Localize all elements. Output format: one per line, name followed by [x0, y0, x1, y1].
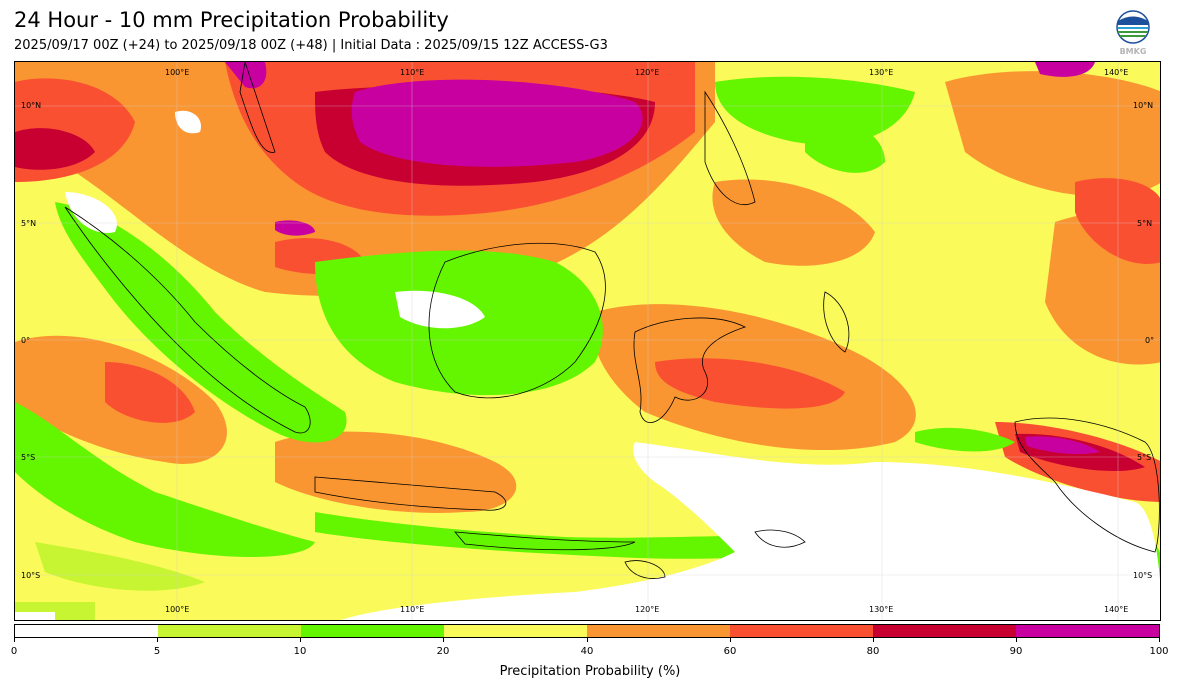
- bmkg-logo-text: BMKG: [1120, 47, 1147, 56]
- colorbar-segment: [444, 625, 587, 637]
- lat-label-left: 10°S: [21, 571, 41, 580]
- colorbar-label: Precipitation Probability (%): [499, 664, 681, 679]
- colorbar-segment: [730, 625, 873, 637]
- colorbar-tick: [14, 638, 15, 642]
- colorbar-segment: [301, 625, 444, 637]
- colorbar-tick: [730, 638, 731, 642]
- lat-label-left: 0°: [21, 336, 31, 345]
- page-title: 24 Hour - 10 mm Precipitation Probabilit…: [14, 8, 449, 32]
- colorbar-tick: [443, 638, 444, 642]
- colorbar-tick: [587, 638, 588, 642]
- colorbar-segment: [587, 625, 730, 637]
- lat-label-right: 5°S: [1137, 453, 1152, 462]
- lat-label-right: 10°S: [1133, 571, 1153, 580]
- lat-label-right: 10°N: [1133, 101, 1154, 110]
- colorbar-tick-label: 60: [723, 646, 737, 657]
- lon-label-top: 100°E: [165, 68, 190, 77]
- lon-label-top: 130°E: [869, 68, 894, 77]
- colorbar-segment: [1016, 625, 1159, 637]
- probability-field: [15, 62, 1160, 620]
- colorbar-tick-label: 10: [293, 646, 307, 657]
- colorbar-segment: [15, 625, 158, 637]
- lon-label-bottom: 140°E: [1104, 605, 1129, 614]
- lon-label-bottom: 110°E: [400, 605, 425, 614]
- forecast-subtitle: 2025/09/17 00Z (+24) to 2025/09/18 00Z (…: [14, 38, 608, 53]
- colorbar-tick: [873, 638, 874, 642]
- lat-label-left: 5°S: [21, 453, 36, 462]
- lat-label-right: 5°N: [1137, 219, 1153, 228]
- lon-label-bottom: 120°E: [635, 605, 660, 614]
- colorbar-tick-label: 90: [1009, 646, 1023, 657]
- lon-label-top: 110°E: [400, 68, 425, 77]
- lat-label-right: 0°: [1145, 336, 1155, 345]
- lon-label-bottom: 100°E: [165, 605, 190, 614]
- colorbar-tick-label: 40: [580, 646, 594, 657]
- colorbar-tick-label: 5: [153, 646, 161, 657]
- colorbar-tick-label: 100: [1149, 646, 1169, 657]
- colorbar-tick-label: 0: [10, 646, 18, 657]
- lon-label-bottom: 130°E: [869, 605, 894, 614]
- bmkg-logo: BMKG: [1114, 10, 1152, 56]
- colorbar-tick-label: 20: [436, 646, 450, 657]
- colorbar-segment: [873, 625, 1016, 637]
- colorbar-tick: [1016, 638, 1017, 642]
- colorbar: [14, 624, 1160, 638]
- colorbar-tick: [157, 638, 158, 642]
- lat-label-left: 5°N: [21, 219, 37, 228]
- colorbar-segment: [158, 625, 301, 637]
- colorbar-tick: [1159, 638, 1160, 642]
- lon-label-top: 140°E: [1104, 68, 1129, 77]
- probability-map: 100°E 110°E 120°E 130°E 140°E 100°E 110°…: [14, 61, 1161, 621]
- lat-label-left: 10°N: [21, 101, 42, 110]
- colorbar-tick-label: 80: [866, 646, 880, 657]
- lon-label-top: 120°E: [635, 68, 660, 77]
- colorbar-tick: [300, 638, 301, 642]
